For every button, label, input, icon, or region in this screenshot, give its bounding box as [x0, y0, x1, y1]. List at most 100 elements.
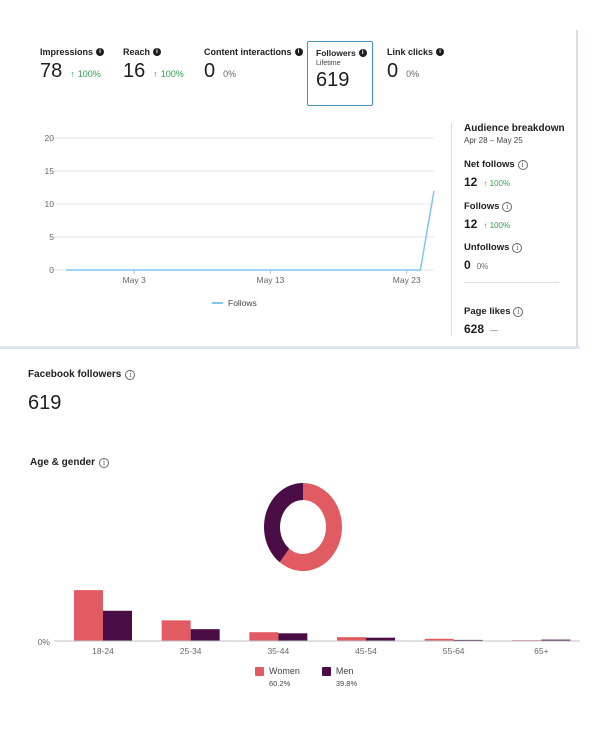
facebook-followers-count: 619	[28, 392, 62, 414]
audience-breakdown-panel: Audience breakdown Apr 28 – May 25 Net f…	[464, 123, 576, 336]
metric-value: 78	[40, 60, 63, 82]
unfollows-label: Unfollows	[464, 242, 510, 253]
follows-line-chart: 0 5 10 15 20 May 3 May 13 May 23	[45, 133, 435, 285]
x-tick-label: 25-34	[180, 646, 202, 656]
y-tick-label: 15	[45, 166, 55, 176]
follows-label: Follows	[464, 201, 500, 212]
y-tick-label: 0	[49, 265, 54, 275]
x-tick-label: 55-64	[443, 646, 465, 656]
line-chart-legend: Follows	[212, 298, 257, 308]
age-gender-label: Age & gender	[30, 457, 96, 468]
metric-value: 16	[123, 60, 146, 82]
info-icon[interactable]: i	[96, 48, 105, 56]
net-follows-value: 12	[464, 175, 478, 189]
audience-date-range: Apr 28 – May 25	[464, 136, 523, 145]
net-follows-label: Net follows	[464, 159, 515, 170]
change-value: 100%	[77, 69, 101, 79]
x-tick-label: May 13	[257, 275, 285, 285]
women-bar-55-64	[424, 638, 454, 641]
follows-value: 12	[464, 217, 478, 231]
metric-label: Reach	[123, 47, 151, 57]
women-legend-pct: 60.2%	[269, 679, 291, 688]
arrow-up-icon: ↑	[483, 221, 488, 230]
y-tick-label: 20	[45, 133, 55, 143]
x-tick-label: 35-44	[267, 646, 289, 656]
men-bar-45-54	[366, 637, 395, 641]
facebook-followers-title: Facebook followers i	[28, 369, 136, 380]
card-edge-bottom	[0, 346, 580, 349]
info-icon[interactable]: i	[153, 48, 162, 56]
change-value: 100%	[160, 69, 184, 79]
audience-title: Audience breakdown	[464, 123, 565, 134]
men-bar-18-24	[103, 610, 132, 641]
metric-label: Followers	[316, 48, 356, 58]
men-bar-55-64	[453, 639, 483, 641]
info-icon[interactable]: i	[99, 457, 110, 468]
facebook-followers-label: Facebook followers	[28, 369, 122, 380]
info-icon[interactable]: i	[513, 306, 524, 317]
follows-series-line	[66, 190, 435, 271]
metric-value: 0	[204, 60, 216, 82]
y-tick-label: 5	[49, 232, 54, 242]
metric-label: Impressions	[40, 47, 94, 57]
metric-link-clicks[interactable]: Link clicks i 0 0%	[387, 47, 445, 83]
info-icon[interactable]: i	[358, 49, 367, 57]
info-icon[interactable]: i	[436, 48, 445, 56]
arrow-up-icon: ↑	[483, 179, 488, 188]
metric-sub-label: Lifetime	[316, 60, 341, 67]
info-icon[interactable]: i	[517, 159, 528, 170]
men-bar-25-34	[190, 629, 220, 641]
follows-change: 100%	[489, 221, 511, 230]
women-donut-slice	[279, 483, 342, 571]
x-tick-label: May 3	[123, 275, 146, 285]
metric-impressions[interactable]: Impressions i 78 ↑ 100%	[40, 47, 105, 83]
page-likes-label: Page likes	[464, 306, 511, 317]
metric-label: Link clicks	[387, 47, 434, 57]
net-follows: Net follows i 12 ↑ 100%	[464, 159, 528, 189]
women-legend-label: Women	[269, 666, 300, 676]
metric-label: Content interactions	[204, 47, 292, 57]
change-value: 0%	[406, 69, 420, 79]
women-bar-18-24	[74, 590, 103, 641]
men-bar-35-44	[278, 633, 308, 641]
x-tick-label: 45-54	[355, 646, 377, 656]
men-legend-pct: 39.8%	[335, 679, 358, 688]
unfollows-value: 0	[464, 258, 471, 272]
women-bar-35-44	[249, 632, 279, 641]
x-tick-label: May 23	[393, 275, 421, 285]
info-icon[interactable]: i	[125, 369, 136, 380]
metric-followers-selected[interactable]: Followers i Lifetime 619	[307, 41, 373, 106]
x-tick-label: 18-24	[92, 646, 114, 656]
x-tick-label: 65+	[534, 646, 548, 656]
men-donut-slice	[264, 483, 303, 563]
audience-divider	[464, 282, 559, 283]
age-gender-title: Age & gender i	[30, 457, 110, 468]
info-icon[interactable]: i	[502, 201, 513, 212]
info-icon[interactable]: i	[512, 242, 523, 253]
page-likes: Page likes i 628 —	[464, 306, 524, 336]
women-bar-25-34	[161, 620, 191, 641]
men-legend-label: Men	[335, 666, 354, 676]
panel-divider	[451, 123, 452, 336]
metric-content-interactions[interactable]: Content interactions i 0 0%	[204, 47, 303, 83]
men-legend-swatch	[321, 666, 331, 676]
unfollows-change: 0%	[476, 262, 489, 271]
change-value: 0%	[223, 69, 237, 79]
unfollows: Unfollows i 0 0%	[464, 242, 523, 272]
page-likes-value: 628	[464, 322, 485, 336]
card-edge-right	[576, 30, 578, 348]
y-tick-label: 10	[45, 199, 55, 209]
age-gender-legend: Women 60.2% Men 39.8%	[255, 666, 357, 688]
net-follows-change: 100%	[489, 179, 511, 188]
gender-donut-chart	[264, 483, 342, 571]
metric-reach[interactable]: Reach i 16 ↑ 100%	[123, 47, 184, 83]
metric-value: 0	[387, 60, 399, 82]
men-bar-65+	[541, 639, 571, 641]
follows: Follows i 12 ↑ 100%	[464, 201, 513, 231]
info-icon[interactable]: i	[294, 48, 303, 56]
y-tick-label: 0%	[38, 637, 51, 647]
age-gender-bar-chart: 0% 18-24 25-34 35-44 45-54 55-64 65+	[38, 590, 580, 656]
arrow-up-icon: ↑	[70, 69, 75, 79]
metric-change: ↑ 100%	[153, 69, 184, 79]
metric-value: 619	[316, 69, 350, 91]
